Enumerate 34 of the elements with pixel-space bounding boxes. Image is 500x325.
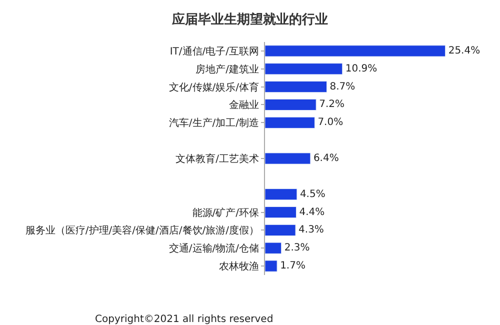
bar bbox=[265, 260, 278, 272]
y-tick-label: 农林牧渔 bbox=[219, 260, 259, 273]
y-tick-label: 文化/传媒/娱乐/体育 bbox=[168, 81, 259, 94]
data-label: 6.4% bbox=[313, 153, 339, 164]
data-label: 4.4% bbox=[299, 206, 325, 218]
y-tick-label: 服务业（医疗/护理/美容/保健/酒店/餐饮/旅游/度假） bbox=[25, 224, 259, 237]
data-label: 1.7% bbox=[280, 260, 306, 272]
data-label: 7.2% bbox=[319, 99, 345, 110]
bar bbox=[265, 45, 446, 57]
data-label: 10.9% bbox=[345, 63, 378, 74]
bar bbox=[265, 224, 296, 236]
text: Copyright©2021 all rights reserved bbox=[95, 314, 274, 325]
data-label: 4.5% bbox=[300, 188, 326, 200]
y-tick-label: 交通/运输/物流/仓储 bbox=[168, 242, 259, 255]
data-label: 25.4% bbox=[448, 45, 480, 56]
bar bbox=[265, 206, 296, 218]
data-label: 7.0% bbox=[318, 117, 344, 128]
bar bbox=[265, 63, 343, 75]
bar bbox=[265, 242, 282, 254]
data-label: 4.3% bbox=[298, 224, 324, 236]
y-tick-label: 汽车/生产/加工/制造 bbox=[168, 117, 259, 130]
y-tick-label: IT/通信/电子/互联网 bbox=[170, 45, 259, 58]
bar bbox=[265, 98, 316, 111]
bar bbox=[265, 188, 298, 200]
chart-title: 应届毕业生期望就业的行业 bbox=[171, 12, 328, 28]
y-tick-label: 房地产/建筑业 bbox=[196, 63, 259, 76]
data-label: 8.7% bbox=[330, 81, 356, 92]
bar bbox=[265, 81, 328, 93]
data-label: 2.3% bbox=[284, 242, 310, 254]
bar bbox=[265, 152, 311, 164]
y-tick-label: 能源/矿产/环保 bbox=[192, 206, 259, 219]
y-tick-label: 文体教育/工艺美术 bbox=[176, 153, 259, 165]
bar bbox=[265, 116, 315, 128]
y-tick-label: 金融业 bbox=[229, 99, 259, 112]
